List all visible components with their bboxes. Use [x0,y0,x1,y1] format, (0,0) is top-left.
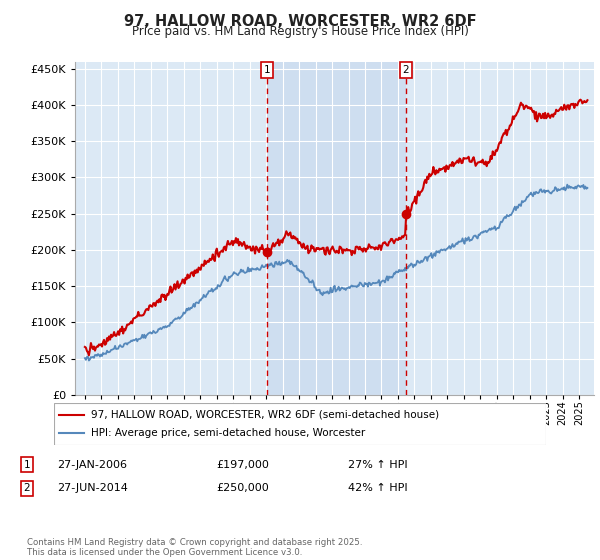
Text: 97, HALLOW ROAD, WORCESTER, WR2 6DF (semi-detached house): 97, HALLOW ROAD, WORCESTER, WR2 6DF (sem… [91,410,439,420]
Text: 2: 2 [403,65,409,75]
Text: 97, HALLOW ROAD, WORCESTER, WR2 6DF: 97, HALLOW ROAD, WORCESTER, WR2 6DF [124,14,476,29]
Text: HPI: Average price, semi-detached house, Worcester: HPI: Average price, semi-detached house,… [91,428,365,438]
Text: 42% ↑ HPI: 42% ↑ HPI [348,483,407,493]
Bar [267,62,406,395]
Text: 1: 1 [23,460,31,470]
Text: 2: 2 [23,483,31,493]
Text: £250,000: £250,000 [216,483,269,493]
Text: Price paid vs. HM Land Registry's House Price Index (HPI): Price paid vs. HM Land Registry's House … [131,25,469,38]
Text: £197,000: £197,000 [216,460,269,470]
Text: Contains HM Land Registry data © Crown copyright and database right 2025.
This d: Contains HM Land Registry data © Crown c… [27,538,362,557]
Text: 1: 1 [264,65,271,75]
Text: 27-JAN-2006: 27-JAN-2006 [57,460,127,470]
Text: 27-JUN-2014: 27-JUN-2014 [57,483,128,493]
Text: 27% ↑ HPI: 27% ↑ HPI [348,460,407,470]
